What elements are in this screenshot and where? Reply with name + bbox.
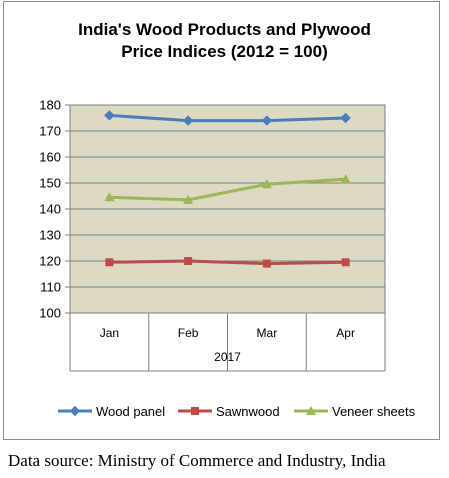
- x-group-label: 2017: [214, 350, 241, 364]
- x-tick-label: Mar: [257, 326, 278, 340]
- data-point-veneer-sheets: [340, 174, 351, 184]
- chart-title-line-2: Price Indices (2012 = 100): [121, 42, 328, 61]
- line-chart: 100 110 120 130 140 150 160 170 180 Jan Feb Mar Apr 2…: [39, 98, 416, 420]
- data-point-veneer-sheets: [261, 179, 272, 189]
- legend-marker-veneer-sheets: [306, 406, 316, 415]
- data-point-sawnwood: [262, 259, 271, 268]
- chart-title-line-1: India's Wood Products and Plywood: [78, 20, 371, 39]
- y-tick-label: 130: [39, 228, 61, 243]
- y-tick-label: 170: [39, 124, 61, 139]
- y-tick-label: 180: [39, 98, 61, 113]
- series-line-sawnwood: [109, 259, 346, 266]
- chart-title: India's Wood Products and Plywood Price …: [0, 19, 449, 63]
- data-point-sawnwood: [341, 258, 350, 267]
- legend-label-wood-panel: Wood panel: [96, 404, 165, 419]
- series-line-veneer-sheets: [109, 177, 346, 202]
- y-tick-label: 100: [39, 306, 61, 321]
- data-point-wood-panel: [261, 115, 273, 126]
- data-point-veneer-sheets: [183, 194, 194, 204]
- data-point-wood-panel: [340, 112, 351, 124]
- y-tick-label: 150: [39, 176, 61, 191]
- x-tick-label: Feb: [178, 326, 199, 340]
- legend-marker-sawnwood: [191, 407, 199, 415]
- data-source-note: Data source: Ministry of Commerce and In…: [8, 451, 386, 470]
- y-tick-label: 110: [40, 280, 61, 295]
- y-tick-label: 160: [39, 150, 61, 165]
- y-tick-label: 120: [39, 254, 61, 269]
- legend-label-sawnwood: Sawnwood: [216, 404, 280, 419]
- data-point-sawnwood: [105, 258, 114, 267]
- data-point-sawnwood: [184, 257, 193, 265]
- data-point-veneer-sheets: [104, 192, 115, 202]
- data-point-wood-panel: [182, 115, 194, 126]
- y-tick-label: 140: [39, 202, 61, 217]
- series-line-wood-panel: [109, 113, 346, 123]
- data-point-wood-panel: [104, 110, 115, 121]
- x-tick-label: Jan: [100, 326, 119, 340]
- legend-label-veneer-sheets: Veneer sheets: [332, 404, 416, 419]
- x-tick-label: Apr: [336, 326, 355, 340]
- legend-marker-wood-panel: [69, 405, 81, 417]
